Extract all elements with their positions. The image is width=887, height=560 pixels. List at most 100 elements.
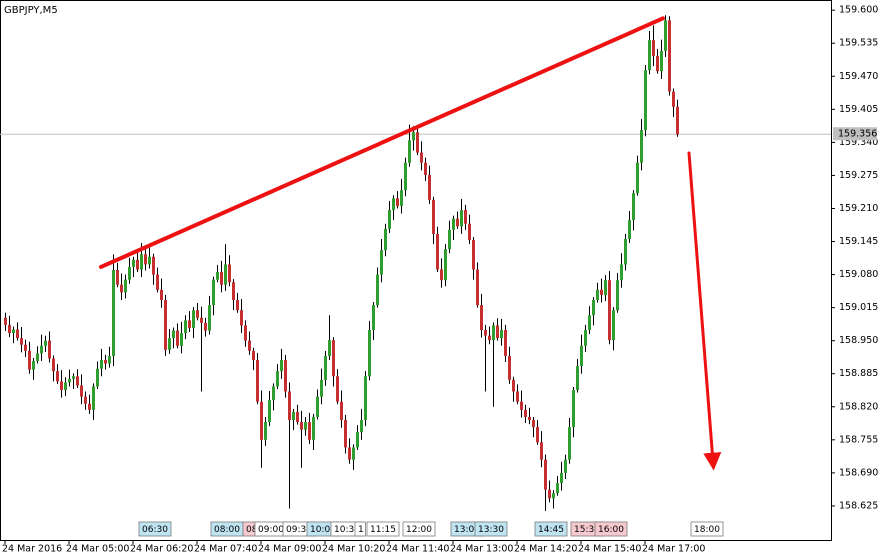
y-tick-label: 159.145 [839,236,878,247]
candle-body [112,270,115,356]
candle-body [452,218,455,230]
candle-body [512,379,515,392]
x-tick-label: 24 Mar 07:40 [194,544,257,555]
candle-body [172,330,175,339]
event-label: 14:45 [538,525,564,535]
candle-body [660,50,663,72]
y-tick-label: 159.535 [839,38,878,49]
x-tick-label: 24 Mar 06:20 [130,544,193,555]
x-tick-label: 24 Mar 2016 [2,544,62,555]
candle-body [268,400,271,423]
event-label: 18:00 [694,525,720,535]
candle-body [340,401,343,420]
candle-body [40,345,43,354]
candle-body [524,409,527,417]
candle-body [244,325,247,341]
candle-body [484,330,487,336]
candle-body [56,371,59,382]
candle-body [396,198,399,206]
candle-body [416,132,419,153]
event-box [138,521,172,537]
candle-body [384,228,387,251]
candle-body [128,266,131,280]
candle-body [228,264,231,283]
y-tick-label: 159.405 [839,104,878,115]
candle-body [400,190,403,206]
x-tick-label: 24 Mar 14:20 [514,544,577,555]
candle-body [412,132,415,141]
candle-body [368,330,371,377]
last-price-box [833,127,877,141]
candle-body [208,305,211,331]
event-box [402,521,436,537]
candle-body [64,382,67,390]
event-box [366,521,400,537]
candle-body [612,310,615,341]
plot-frame [0,0,832,541]
candle-body [20,338,23,345]
candle-body [604,280,607,295]
x-tick-label: 24 Mar 13:00 [450,544,513,555]
candle-body [352,447,355,460]
candle-body [248,340,251,351]
candle-body [448,229,451,250]
event-label: 09:30 [286,525,312,535]
candle-body [404,162,407,191]
event-label: 12:00 [406,525,432,535]
x-tick-label: 24 Mar 10:20 [322,544,385,555]
x-tick-label: 24 Mar 17:00 [642,544,705,555]
candle-body [236,300,239,311]
candle-body [124,279,127,293]
candle-body [252,350,255,360]
candle-body [592,300,595,316]
candle-body [424,162,427,175]
candle-body [468,223,471,240]
candle-body [28,350,31,370]
candle-body [200,317,203,323]
candle-body [564,459,567,473]
candle-body [84,396,87,404]
candle-body [668,20,671,92]
candle-body [240,310,243,326]
event-label: 06:30 [142,525,168,535]
candle-body [132,259,135,267]
candle-body [568,427,571,460]
candle-body [332,340,335,377]
candle-body [676,106,679,135]
candle-body [336,376,339,402]
y-tick-label: 158.690 [839,467,878,478]
candle-body [656,55,659,72]
y-tick-label: 159.340 [839,137,878,148]
candle-body [16,329,19,339]
candle-body [632,193,635,221]
candle-body [444,249,447,281]
candle-body [32,361,35,370]
event-label: 08:00 [214,525,240,535]
candle-body [664,20,667,51]
candle-body [516,391,519,402]
candle-body [136,259,139,270]
candle-body [152,256,155,275]
candle-body [288,391,291,420]
candle-body [492,325,495,341]
candle-body [420,152,423,163]
candle-body [348,447,351,460]
candle-body [472,240,475,270]
candle-body [356,432,359,448]
event-box [354,521,366,537]
event-box [594,521,628,537]
candle-body [536,427,539,443]
candle-body [212,279,215,306]
candle-body [644,70,647,131]
candle-body [44,340,47,346]
candle-body [544,459,547,490]
event-label: 10:30 [334,525,360,535]
candle-body [36,353,39,362]
event-label: 15:30 [574,525,600,535]
event-label: 13:00 [454,525,480,535]
event-box [474,521,508,537]
candle-body [608,280,611,341]
y-tick-label: 159.275 [839,170,878,181]
event-label: 16:00 [598,525,624,535]
